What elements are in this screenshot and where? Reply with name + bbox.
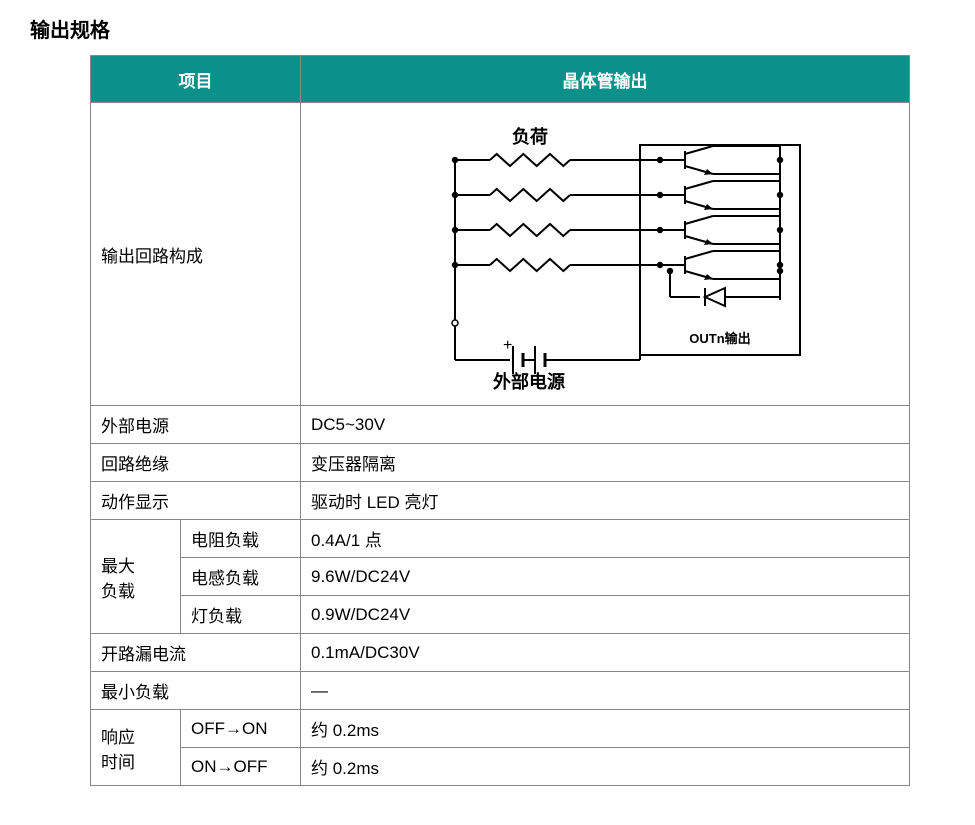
svg-text:OUTn输出: OUTn输出 <box>689 331 750 346</box>
maxload-label-l2: 负载 <box>101 582 135 601</box>
maxload-res-label: 电阻负载 <box>181 520 301 558</box>
svg-text:外部电源: 外部电源 <box>493 371 565 392</box>
minload-label: 最小负载 <box>91 672 301 710</box>
circuit-svg: 负荷 + 外部电源 OUTn输出 <box>395 115 815 395</box>
section-title: 输出规格 <box>30 14 945 43</box>
spec-table: 项目 晶体管输出 输出回路构成 负荷 + 外部电源 OUTn输出 外部电源 DC5~3… <box>90 55 910 786</box>
resp-label-l2: 时间 <box>101 753 135 772</box>
maxload-ind-label: 电感负载 <box>181 558 301 596</box>
header-item: 项目 <box>91 56 301 103</box>
indication-label: 动作显示 <box>91 482 301 520</box>
maxload-ind-value: 9.6W/DC24V <box>301 558 910 596</box>
leak-value: 0.1mA/DC30V <box>301 634 910 672</box>
row-circuit: 输出回路构成 负荷 + 外部电源 OUTn输出 <box>91 103 910 406</box>
ext-power-label: 外部电源 <box>91 406 301 444</box>
resp-on-label: OFF→ON <box>181 710 301 748</box>
header-value: 晶体管输出 <box>301 56 910 103</box>
circuit-diagram: 负荷 + 外部电源 OUTn输出 <box>395 115 815 400</box>
row-indication: 动作显示 驱动时 LED 亮灯 <box>91 482 910 520</box>
row-minload: 最小负载 ― <box>91 672 910 710</box>
row-ext-power: 外部电源 DC5~30V <box>91 406 910 444</box>
indication-value: 驱动时 LED 亮灯 <box>301 482 910 520</box>
insulation-label: 回路绝缘 <box>91 444 301 482</box>
maxload-lamp-value: 0.9W/DC24V <box>301 596 910 634</box>
maxload-label: 最大 负载 <box>91 520 181 634</box>
insulation-value: 变压器隔离 <box>301 444 910 482</box>
circuit-label: 输出回路构成 <box>91 103 301 406</box>
circuit-diagram-cell: 负荷 + 外部电源 OUTn输出 <box>301 103 910 406</box>
row-maxload-lamp: 灯负载 0.9W/DC24V <box>91 596 910 634</box>
maxload-lamp-label: 灯负载 <box>181 596 301 634</box>
resp-label-l1: 响应 <box>101 728 135 747</box>
ext-power-value: DC5~30V <box>301 406 910 444</box>
row-maxload-res: 最大 负载 电阻负载 0.4A/1 点 <box>91 520 910 558</box>
minload-value: ― <box>301 672 910 710</box>
svg-text:+: + <box>503 337 512 354</box>
resp-label: 响应 时间 <box>91 710 181 786</box>
row-insulation: 回路绝缘 变压器隔离 <box>91 444 910 482</box>
resp-off-label: ON→OFF <box>181 748 301 786</box>
row-leak: 开路漏电流 0.1mA/DC30V <box>91 634 910 672</box>
resp-on-value: 约 0.2ms <box>301 710 910 748</box>
svg-text:负荷: 负荷 <box>512 126 548 147</box>
row-resp-on: 响应 时间 OFF→ON 约 0.2ms <box>91 710 910 748</box>
leak-label: 开路漏电流 <box>91 634 301 672</box>
resp-off-value: 约 0.2ms <box>301 748 910 786</box>
row-maxload-ind: 电感负载 9.6W/DC24V <box>91 558 910 596</box>
maxload-label-l1: 最大 <box>101 557 135 576</box>
row-resp-off: ON→OFF 约 0.2ms <box>91 748 910 786</box>
maxload-res-value: 0.4A/1 点 <box>301 520 910 558</box>
table-header-row: 项目 晶体管输出 <box>91 56 910 103</box>
